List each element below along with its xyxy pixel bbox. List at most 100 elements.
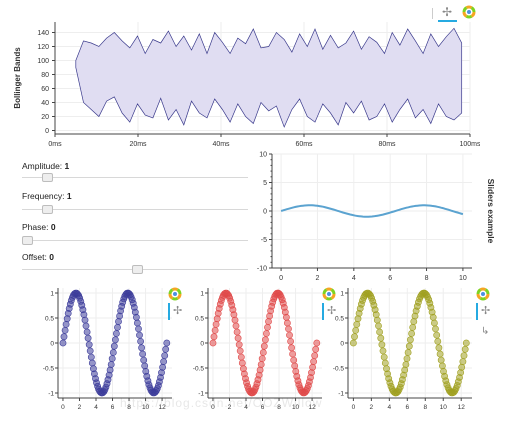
- scatter-point: [61, 327, 69, 334]
- phase-slider-handle[interactable]: [22, 236, 33, 245]
- y-tick-label: -0.5: [43, 366, 55, 373]
- x-tick-label: 2: [370, 404, 374, 411]
- frequency-slider-handle[interactable]: [42, 205, 53, 214]
- top-toolbar: ✢: [432, 3, 482, 23]
- scatter-point: [233, 328, 241, 336]
- pan-icon[interactable]: ✢: [173, 305, 183, 317]
- scatter-point: [109, 349, 117, 356]
- slider-panel: Amplitude: 1 Frequency: 1 Phase: 0 Offse…: [0, 155, 250, 275]
- x-tick-label: 0: [352, 404, 356, 411]
- blue-scatter-chart[interactable]: -1-0.500.510 2 4 6 8 10 12: [40, 283, 178, 418]
- scatter-point: [210, 333, 218, 341]
- y-tick-label: 0: [200, 341, 204, 348]
- y-tick-label: 20: [41, 114, 49, 121]
- scatter-point: [106, 366, 114, 374]
- scatter-point: [82, 322, 90, 330]
- amplitude-slider-handle[interactable]: [42, 173, 53, 182]
- x-tick-label: 8: [423, 404, 427, 411]
- scatter-point: [372, 311, 380, 318]
- offset-slider-handle[interactable]: [132, 265, 143, 274]
- frequency-label: Frequency: 1: [22, 191, 72, 201]
- x-tick-label: 12: [308, 404, 316, 411]
- bokeh-logo-icon[interactable]: [322, 287, 336, 301]
- scatter-point: [138, 344, 145, 352]
- x-tick-label: 8: [127, 404, 131, 411]
- y-tick-label: 10: [259, 152, 267, 159]
- amplitude-track: [22, 177, 248, 178]
- scatter-point: [235, 341, 243, 348]
- chart-title: Sliders example: [486, 179, 496, 244]
- scatter-point: [404, 349, 412, 356]
- bokeh-logo-icon[interactable]: [462, 5, 476, 19]
- active-tool-strip: [168, 303, 170, 320]
- red-scatter-chart[interactable]: -1-0.500.510 2 4 6 8 10 12: [190, 283, 328, 418]
- scatter-point: [88, 359, 96, 367]
- watermark: https://blog.csdn.net/OOZWillow: [120, 396, 323, 410]
- sliders-example-chart[interactable]: -10 -5 0 5 10 0 2 4 6 8 10 Sliders example: [250, 148, 500, 288]
- bollinger-chart[interactable]: 0 20 40 60 80 100 120 140 0ms 20ms 40ms 60ms 80ms 100…: [0, 18, 480, 148]
- scatter-point: [135, 325, 142, 333]
- y-tick-label: -1: [198, 391, 204, 398]
- x-tick-label: 8: [425, 275, 429, 282]
- active-tool-strip: [322, 303, 324, 320]
- scatter-point: [429, 313, 437, 321]
- x-tick-label: 6: [388, 275, 392, 282]
- scatter-point: [290, 356, 298, 364]
- phase-label: Phase: 0: [22, 222, 56, 232]
- y-tick-label: 1: [50, 291, 54, 298]
- scatter-point: [433, 331, 441, 339]
- scatter-point: [265, 318, 272, 325]
- frequency-track: [22, 209, 248, 210]
- scatter-point: [380, 353, 388, 361]
- y-tick-label: -1: [338, 391, 344, 398]
- scatter-point: [375, 322, 382, 330]
- scatter-point: [114, 324, 121, 331]
- scatter-point: [160, 358, 167, 365]
- active-tool-strip: [476, 303, 478, 320]
- bokeh-logo-icon[interactable]: [168, 287, 182, 301]
- scatter-point: [435, 344, 443, 352]
- scatter-point: [373, 316, 381, 324]
- y-axis-label: Bollinger Bands: [13, 47, 22, 109]
- x-tick-label: 0: [211, 404, 215, 411]
- scatter-point: [402, 361, 410, 368]
- scatter-point: [405, 342, 413, 350]
- offset-label: Offset: 0: [22, 252, 54, 262]
- band-area: [75, 27, 463, 128]
- scatter-point: [159, 363, 166, 371]
- x-tick-label: 6: [405, 404, 409, 411]
- x-tick-label: 0: [61, 404, 65, 411]
- scatter-point: [231, 316, 239, 324]
- scatter-point: [263, 330, 270, 337]
- scatter-point: [209, 339, 217, 347]
- scatter-point: [258, 355, 266, 362]
- reset-icon[interactable]: ↳: [481, 326, 490, 337]
- toolbar-divider: [432, 8, 433, 19]
- scatter-point: [60, 333, 68, 341]
- x-tick-label: 20ms: [129, 141, 147, 148]
- y-tick-label: 80: [41, 72, 49, 79]
- y-tick-label: 0: [45, 128, 49, 135]
- olive-scatter-chart[interactable]: -1-0.500.510 2 4 6 8 10 12: [330, 283, 478, 418]
- scatter-point: [59, 339, 67, 347]
- scatter-point: [212, 321, 220, 328]
- x-tick-label: 2: [228, 404, 232, 411]
- pan-icon[interactable]: ✢: [481, 305, 491, 317]
- x-tick-label: 8: [277, 404, 281, 411]
- bokeh-logo-icon[interactable]: [476, 287, 490, 301]
- scatter-point: [62, 321, 70, 328]
- scatter-point: [136, 331, 143, 339]
- scatter-point: [410, 318, 418, 325]
- y-tick-label: 120: [37, 44, 49, 51]
- x-tick-label: 2: [78, 404, 82, 411]
- scatter-point: [256, 366, 264, 374]
- scatter-point: [230, 311, 238, 318]
- scatter-point: [285, 325, 292, 333]
- scatter-point: [237, 353, 245, 361]
- scatter-point: [407, 336, 414, 344]
- scatter-point: [434, 338, 442, 345]
- pan-icon[interactable]: ✢: [442, 5, 453, 19]
- pan-icon[interactable]: ✢: [327, 305, 337, 317]
- scatter-point: [289, 350, 296, 358]
- scatter-point: [259, 349, 267, 356]
